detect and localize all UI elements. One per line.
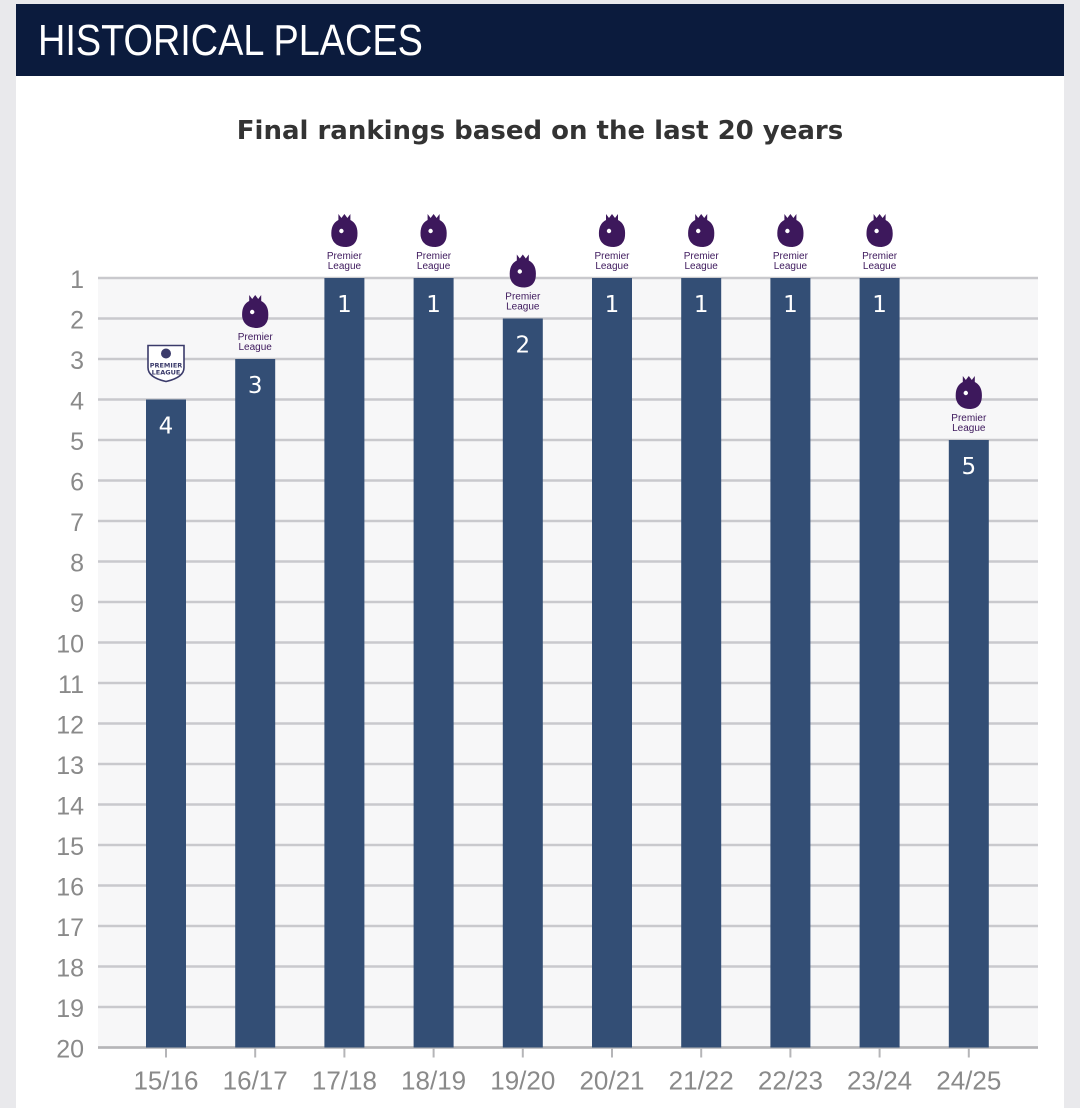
- svg-text:League: League: [239, 342, 273, 353]
- svg-text:Premier: Premier: [773, 251, 809, 262]
- bar: [324, 278, 365, 1048]
- y-tick-label: 9: [70, 590, 84, 618]
- page-title: HISTORICAL PLACES: [38, 16, 423, 65]
- svg-text:Premier: Premier: [951, 413, 987, 424]
- bar: [413, 278, 454, 1048]
- x-tick-label: 20/21: [579, 1066, 644, 1096]
- bar-value-label: 1: [426, 292, 441, 318]
- x-tick-label: 16/17: [223, 1066, 288, 1096]
- bar: [681, 278, 722, 1048]
- svg-text:League: League: [506, 302, 540, 313]
- bar-value-label: 5: [961, 454, 976, 480]
- y-tick-label: 11: [58, 671, 84, 699]
- y-tick-label: 14: [56, 793, 84, 821]
- bar-value-label: 3: [248, 373, 263, 399]
- header-bar: HISTORICAL PLACES: [16, 4, 1064, 76]
- bar: [859, 278, 900, 1048]
- y-tick-label: 10: [56, 631, 84, 659]
- svg-text:LEAGUE: LEAGUE: [152, 369, 181, 377]
- svg-text:Premier: Premier: [238, 332, 274, 343]
- x-tick-label: 15/16: [133, 1066, 198, 1096]
- bar-value-label: 1: [605, 292, 620, 318]
- y-tick-label: 5: [70, 428, 84, 456]
- svg-text:League: League: [328, 261, 362, 272]
- y-tick-label: 15: [56, 833, 84, 861]
- y-tick-label: 3: [70, 347, 84, 375]
- bar: [502, 318, 543, 1048]
- y-tick-label: 8: [70, 550, 84, 578]
- y-tick-label: 16: [56, 874, 84, 902]
- svg-text:Premier: Premier: [684, 251, 720, 262]
- y-tick-label: 18: [56, 955, 84, 983]
- svg-text:League: League: [417, 261, 451, 272]
- x-tick-label: 24/25: [936, 1066, 1001, 1096]
- y-tick-label: 12: [56, 712, 84, 740]
- x-tick-label: 19/20: [490, 1066, 555, 1096]
- svg-text:League: League: [685, 261, 719, 272]
- svg-text:Premier: Premier: [862, 251, 898, 262]
- y-tick-label: 1: [70, 266, 84, 294]
- y-tick-label: 7: [70, 509, 84, 537]
- bar-value-label: 4: [159, 414, 174, 440]
- bar-value-label: 1: [872, 292, 887, 318]
- bar-value-label: 1: [783, 292, 798, 318]
- bar: [146, 399, 186, 1048]
- x-tick-label: 22/23: [758, 1066, 823, 1096]
- svg-text:Premier: Premier: [594, 251, 630, 262]
- x-tick-label: 21/22: [669, 1066, 734, 1096]
- y-tick-label: 2: [70, 307, 84, 335]
- svg-text:Premier: Premier: [416, 251, 452, 262]
- bar: [592, 278, 632, 1048]
- bar-value-label: 2: [515, 333, 530, 359]
- y-tick-label: 4: [70, 388, 84, 416]
- svg-text:League: League: [774, 261, 808, 272]
- y-tick-label: 6: [70, 469, 84, 497]
- svg-text:League: League: [952, 423, 986, 434]
- svg-text:Premier: Premier: [327, 251, 363, 262]
- y-tick-label: 17: [56, 914, 84, 942]
- x-tick-label: 17/18: [312, 1066, 377, 1096]
- y-tick-label: 13: [56, 752, 84, 780]
- bar-value-label: 1: [694, 292, 709, 318]
- x-tick-label: 18/19: [401, 1066, 466, 1096]
- x-tick-label: 23/24: [847, 1066, 912, 1096]
- svg-text:League: League: [595, 261, 629, 272]
- svg-text:PREMIER: PREMIER: [150, 362, 183, 370]
- chart-title: Final rankings based on the last 20 year…: [236, 116, 844, 146]
- svg-text:Premier: Premier: [505, 292, 541, 303]
- bar: [770, 278, 811, 1048]
- bar-value-label: 1: [337, 292, 352, 318]
- bar: [948, 440, 989, 1048]
- y-tick-label: 19: [56, 995, 84, 1023]
- bar: [235, 359, 276, 1048]
- svg-text:League: League: [863, 261, 897, 272]
- y-tick-label: 20: [56, 1036, 84, 1064]
